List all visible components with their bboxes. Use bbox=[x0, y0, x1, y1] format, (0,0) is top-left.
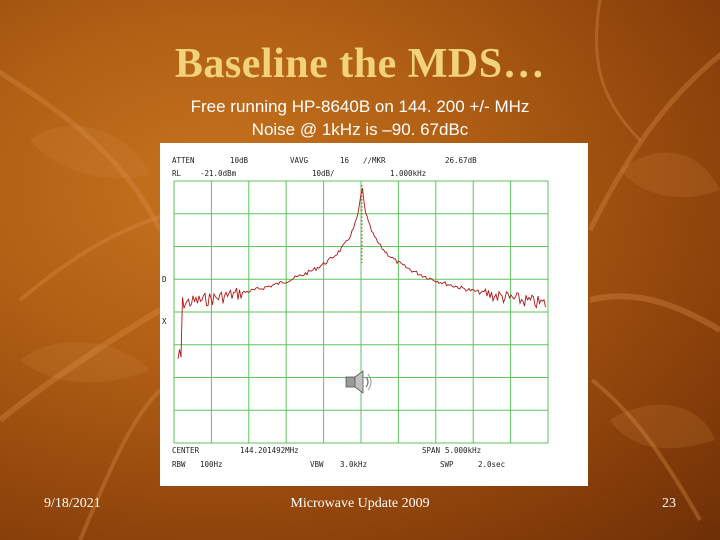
rl-label: RL bbox=[172, 169, 182, 178]
vbw-value: 3.0kHz bbox=[340, 460, 367, 469]
subtitle-line-1: Free running HP-8640B on 144. 200 +/- MH… bbox=[190, 97, 530, 116]
scale-value: 10dB/ bbox=[312, 169, 335, 178]
rbw-value: 100Hz bbox=[200, 460, 223, 469]
center-value: 144.201492MHz bbox=[240, 446, 299, 455]
footer-page-number: 23 bbox=[662, 496, 676, 511]
vavg-label: VAVG bbox=[290, 156, 309, 165]
footer-event: Microwave Update 2009 bbox=[290, 496, 430, 511]
side-mark-d: D bbox=[162, 275, 167, 284]
attn-label: ATTEN bbox=[172, 156, 195, 165]
speaker-icon[interactable] bbox=[345, 370, 372, 394]
side-mark-x: X bbox=[162, 317, 167, 326]
swp-label: SWP bbox=[440, 460, 454, 469]
span-value: 5.000kHz bbox=[445, 446, 481, 455]
rbw-label: RBW bbox=[172, 460, 186, 469]
attn-value: 10dB bbox=[230, 156, 249, 165]
span-label: SPAN bbox=[422, 446, 440, 455]
spectrum-trace bbox=[177, 188, 546, 359]
footer-date: 9/18/2021 bbox=[44, 496, 101, 511]
center-label: CENTER bbox=[172, 446, 200, 455]
subtitle-line-2: Noise @ 1kHz is –90. 67dBc bbox=[251, 120, 469, 139]
mkr-value: 26.67dB bbox=[445, 156, 477, 165]
mkr-label: ∕∕MKR bbox=[363, 156, 386, 165]
marker-frequency: 1.000kHz bbox=[390, 169, 426, 178]
spectrum-analyzer-display: ATTEN 10dB VAVG 16 ∕∕MKR 26.67dB RL -21.… bbox=[160, 143, 588, 486]
slide-title: Baseline the MDS… bbox=[174, 41, 546, 87]
swp-value: 2.0sec bbox=[478, 460, 505, 469]
rl-value: -21.0dBm bbox=[200, 169, 237, 178]
vbw-label: VBW bbox=[310, 460, 324, 469]
vavg-value: 16 bbox=[340, 156, 350, 165]
analyzer-grid bbox=[173, 180, 549, 444]
